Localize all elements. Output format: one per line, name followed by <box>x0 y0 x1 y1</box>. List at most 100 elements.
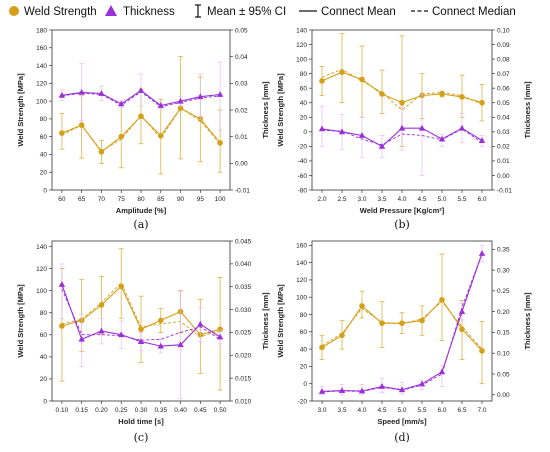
x-tick-label: 3.5 <box>377 196 386 203</box>
thick-point <box>378 383 386 389</box>
x-tick-label: 80 <box>137 196 145 203</box>
weld-point <box>379 91 385 97</box>
chart-panel-c: 0.10 0.15 0.20 0.25 0.30 0.35 0.40 0.45 0.50 0 20 4… <box>16 238 270 444</box>
thick-median-line <box>321 128 483 146</box>
weld-point <box>459 326 465 333</box>
y2-tick-label: 0.02 <box>235 107 248 114</box>
y-tick-label: 140 <box>296 260 307 267</box>
y2-tick-label: 0.07 <box>497 71 510 78</box>
y-tick-label: 140 <box>36 244 47 251</box>
y-tick-label: 40 <box>40 152 48 159</box>
y-tick-label: 80 <box>300 71 308 78</box>
thick-point <box>398 386 406 393</box>
x-tick-label: 0.45 <box>194 407 207 414</box>
thick-point <box>358 387 366 394</box>
x-tick-label: 5.0 <box>437 196 446 203</box>
weld-point <box>479 99 485 106</box>
y-tick-label: 40 <box>300 100 308 107</box>
thick-point <box>438 368 446 375</box>
weld-point <box>138 326 144 333</box>
chart-panel-d: 3.0 3.5 4.0 4.5 5.0 5.5 6.0 6.5 7.0 -20 0 20 40 60 80 1… <box>276 240 532 444</box>
x-tick-label: 0.30 <box>135 407 148 414</box>
y-tick-label: 100 <box>296 56 307 63</box>
x-axis-label: Amplitude [%] <box>116 206 167 215</box>
panel-caption: (b) <box>394 218 410 231</box>
y2-tick-label: 0.020 <box>235 353 252 360</box>
legend-median-label: Connect Median <box>432 6 516 18</box>
weld-point <box>157 317 164 324</box>
y2-tick-label: 0.30 <box>497 267 510 274</box>
x-tick-label: 5.5 <box>457 196 466 203</box>
y2-tick-label: 0.10 <box>497 27 510 34</box>
thick-point <box>478 137 486 143</box>
legend-weld-label: Weld Strength <box>24 6 97 18</box>
legend-weld-marker <box>9 6 19 16</box>
y2-axis-label: Thickness [mm] <box>523 81 532 139</box>
thick-point <box>118 100 125 107</box>
thick-point <box>378 142 386 149</box>
x-tick-label: 6.5 <box>457 407 466 414</box>
y2-tick-label: 0.35 <box>497 247 510 254</box>
y2-tick-label: 0.040 <box>235 261 252 268</box>
y-tick-label: 60 <box>300 329 308 336</box>
panel-caption: (a) <box>133 218 148 231</box>
y2-tick-label: -0.01 <box>497 187 512 194</box>
thick-median-line <box>61 288 221 341</box>
y-tick-label: 120 <box>36 266 47 273</box>
y-tick-label: 60 <box>40 332 48 339</box>
x-tick-label: 4.0 <box>357 407 366 414</box>
y-tick-label: 160 <box>36 45 47 52</box>
y2-tick-label: 0.01 <box>235 134 248 141</box>
chart-panel-b: 2.0 2.5 3.0 3.5 4.0 4.5 5.0 5.5 6.0 -80 -60 -40 -20 0… <box>276 27 532 231</box>
x-tick-label: 5.0 <box>397 407 406 414</box>
weld-point <box>118 133 125 140</box>
legend: Weld Strength Thickness Mean ± 95% CI Co… <box>9 4 516 18</box>
y2-tick-label: 0.035 <box>235 284 252 291</box>
y-tick-label: 80 <box>40 116 48 123</box>
y2-tick-label: 0.20 <box>497 309 510 316</box>
y-tick-label: 0 <box>43 187 47 194</box>
y-tick-label: -60 <box>298 173 308 180</box>
y-tick-label: 100 <box>36 98 47 105</box>
x-axis-label: Speed [mm/s] <box>377 417 427 426</box>
thick-point <box>478 250 486 256</box>
y-tick-label: 140 <box>296 27 307 34</box>
thick-point <box>137 87 145 93</box>
thick-point <box>318 125 326 132</box>
y2-tick-label: 0.04 <box>235 54 248 61</box>
y-tick-label: 60 <box>300 85 308 92</box>
weld-point <box>59 323 65 329</box>
y2-tick-label: 0.06 <box>497 85 510 92</box>
thick-point <box>216 333 224 340</box>
thick-point <box>157 102 164 108</box>
x-tick-label: 65 <box>78 196 86 203</box>
y2-tick-label: 0.030 <box>235 307 252 314</box>
thick-point <box>58 91 66 98</box>
x-tick-label: 0.50 <box>214 407 227 414</box>
x-axis-label: Weld Pressure [Kg/cm²] <box>360 206 445 215</box>
legend-ci-label: Mean ± 95% CI <box>207 6 286 18</box>
y-tick-label: 120 <box>296 42 307 49</box>
y-tick-label: 40 <box>40 354 48 361</box>
y-axis-label: Weld Strength [MPa] <box>16 73 25 147</box>
x-tick-label: 4.5 <box>417 196 426 203</box>
x-tick-label: 85 <box>157 196 165 203</box>
thick-point <box>418 380 426 387</box>
x-tick-label: 4.0 <box>397 196 406 203</box>
y2-tick-label: 0.045 <box>235 238 252 245</box>
x-tick-label: 60 <box>58 196 66 203</box>
x-tick-label: 6.0 <box>437 407 446 414</box>
thick-point <box>98 327 105 334</box>
x-tick-label: 5.5 <box>417 407 426 414</box>
weld-point <box>399 320 405 326</box>
weld-point <box>138 113 144 120</box>
x-tick-label: 3.0 <box>357 196 366 203</box>
y2-tick-label: 0.08 <box>497 56 510 63</box>
y2-tick-label: 0.10 <box>497 351 510 358</box>
thick-point <box>338 387 346 394</box>
thick-point <box>177 341 184 348</box>
weld-point <box>379 320 385 326</box>
weld-point <box>217 140 223 146</box>
weld-point <box>177 105 184 112</box>
legend-ci-icon <box>195 4 201 18</box>
